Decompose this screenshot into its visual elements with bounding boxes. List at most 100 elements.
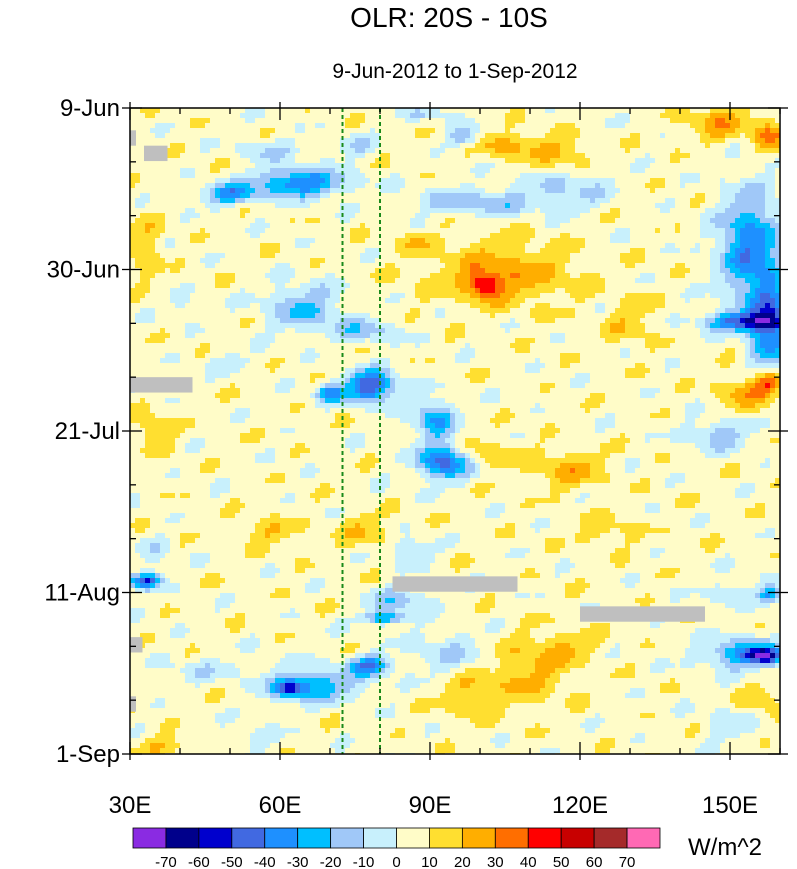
field-cell bbox=[410, 198, 416, 204]
field-cell bbox=[240, 273, 246, 279]
field-cell bbox=[440, 133, 446, 139]
field-cell bbox=[535, 133, 541, 139]
field-cell bbox=[430, 138, 436, 144]
field-cell bbox=[650, 198, 656, 204]
field-cell bbox=[165, 118, 171, 124]
field-cell bbox=[555, 248, 561, 254]
field-cell bbox=[210, 173, 216, 179]
field-cell bbox=[180, 188, 186, 194]
field-cell bbox=[575, 293, 581, 299]
field-cell bbox=[145, 288, 151, 294]
field-cell bbox=[720, 108, 726, 114]
field-cell bbox=[170, 268, 176, 274]
field-cell bbox=[295, 248, 301, 254]
field-cell bbox=[165, 223, 171, 229]
field-cell bbox=[620, 113, 626, 119]
field-cell bbox=[170, 188, 176, 194]
field-cell bbox=[260, 113, 266, 119]
field-cell bbox=[350, 178, 356, 184]
field-cell bbox=[715, 198, 721, 204]
field-cell bbox=[175, 163, 181, 169]
field-cell bbox=[645, 278, 651, 284]
field-cell bbox=[225, 263, 231, 269]
field-cell bbox=[715, 263, 721, 269]
field-cell bbox=[290, 258, 296, 264]
field-cell bbox=[270, 113, 276, 119]
field-cell bbox=[300, 218, 306, 224]
field-cell bbox=[380, 193, 386, 199]
field-cell bbox=[775, 203, 780, 209]
field-cell bbox=[530, 148, 536, 154]
field-cell bbox=[765, 118, 771, 124]
field-cell bbox=[195, 113, 201, 119]
field-cell bbox=[160, 198, 166, 204]
field-cell bbox=[365, 193, 371, 199]
field-cell bbox=[425, 173, 431, 179]
field-cell bbox=[200, 143, 206, 149]
field-cell bbox=[675, 223, 681, 229]
field-cell bbox=[245, 298, 251, 304]
field-cell bbox=[770, 173, 776, 179]
field-cell bbox=[690, 153, 696, 159]
field-cell bbox=[670, 138, 676, 144]
field-cell bbox=[205, 248, 211, 254]
field-cell bbox=[165, 263, 171, 269]
field-cell bbox=[155, 253, 161, 259]
field-cell bbox=[480, 218, 486, 224]
field-cell bbox=[460, 118, 466, 124]
field-cell bbox=[655, 138, 661, 144]
field-cell bbox=[455, 283, 461, 289]
field-cell bbox=[710, 248, 716, 254]
field-cell bbox=[180, 183, 186, 189]
field-cell bbox=[715, 128, 721, 134]
field-cell bbox=[220, 223, 226, 229]
field-cell bbox=[585, 158, 591, 164]
field-cell bbox=[695, 258, 701, 264]
field-cell bbox=[775, 273, 780, 279]
field-cell bbox=[595, 208, 601, 214]
field-cell bbox=[620, 263, 626, 269]
field-cell bbox=[760, 108, 766, 114]
field-cell bbox=[215, 138, 221, 144]
field-cell bbox=[255, 168, 261, 174]
field-cell bbox=[420, 208, 426, 214]
field-cell bbox=[220, 198, 226, 204]
field-cell bbox=[605, 208, 611, 214]
field-cell bbox=[755, 213, 761, 219]
field-cell bbox=[675, 263, 681, 269]
field-cell bbox=[595, 198, 601, 204]
field-cell bbox=[665, 293, 671, 299]
field-cell bbox=[615, 198, 621, 204]
field-cell bbox=[365, 133, 371, 139]
field-cell bbox=[245, 143, 251, 149]
field-cell bbox=[465, 173, 471, 179]
field-cell bbox=[470, 273, 476, 279]
field-cell bbox=[535, 238, 541, 244]
field-cell bbox=[765, 178, 771, 184]
field-cell bbox=[590, 168, 596, 174]
field-cell bbox=[620, 168, 626, 174]
field-cell bbox=[540, 198, 546, 204]
field-cell bbox=[740, 283, 746, 289]
field-cell bbox=[535, 268, 541, 274]
field-cell bbox=[670, 123, 676, 129]
field-cell bbox=[330, 208, 336, 214]
field-cell bbox=[305, 263, 311, 269]
field-cell bbox=[280, 233, 286, 239]
field-cell bbox=[420, 283, 426, 289]
field-cell bbox=[435, 253, 441, 259]
field-cell bbox=[280, 273, 286, 279]
field-cell bbox=[285, 228, 291, 234]
field-cell bbox=[695, 288, 701, 294]
field-cell bbox=[295, 208, 301, 214]
field-cell bbox=[565, 138, 571, 144]
field-cell bbox=[470, 253, 476, 259]
field-cell bbox=[445, 228, 451, 234]
field-cell bbox=[145, 218, 151, 224]
field-cell bbox=[350, 128, 356, 134]
field-cell bbox=[765, 193, 771, 199]
field-cell bbox=[140, 188, 146, 194]
field-cell bbox=[400, 138, 406, 144]
field-cell bbox=[410, 108, 416, 114]
field-cell bbox=[580, 188, 586, 194]
